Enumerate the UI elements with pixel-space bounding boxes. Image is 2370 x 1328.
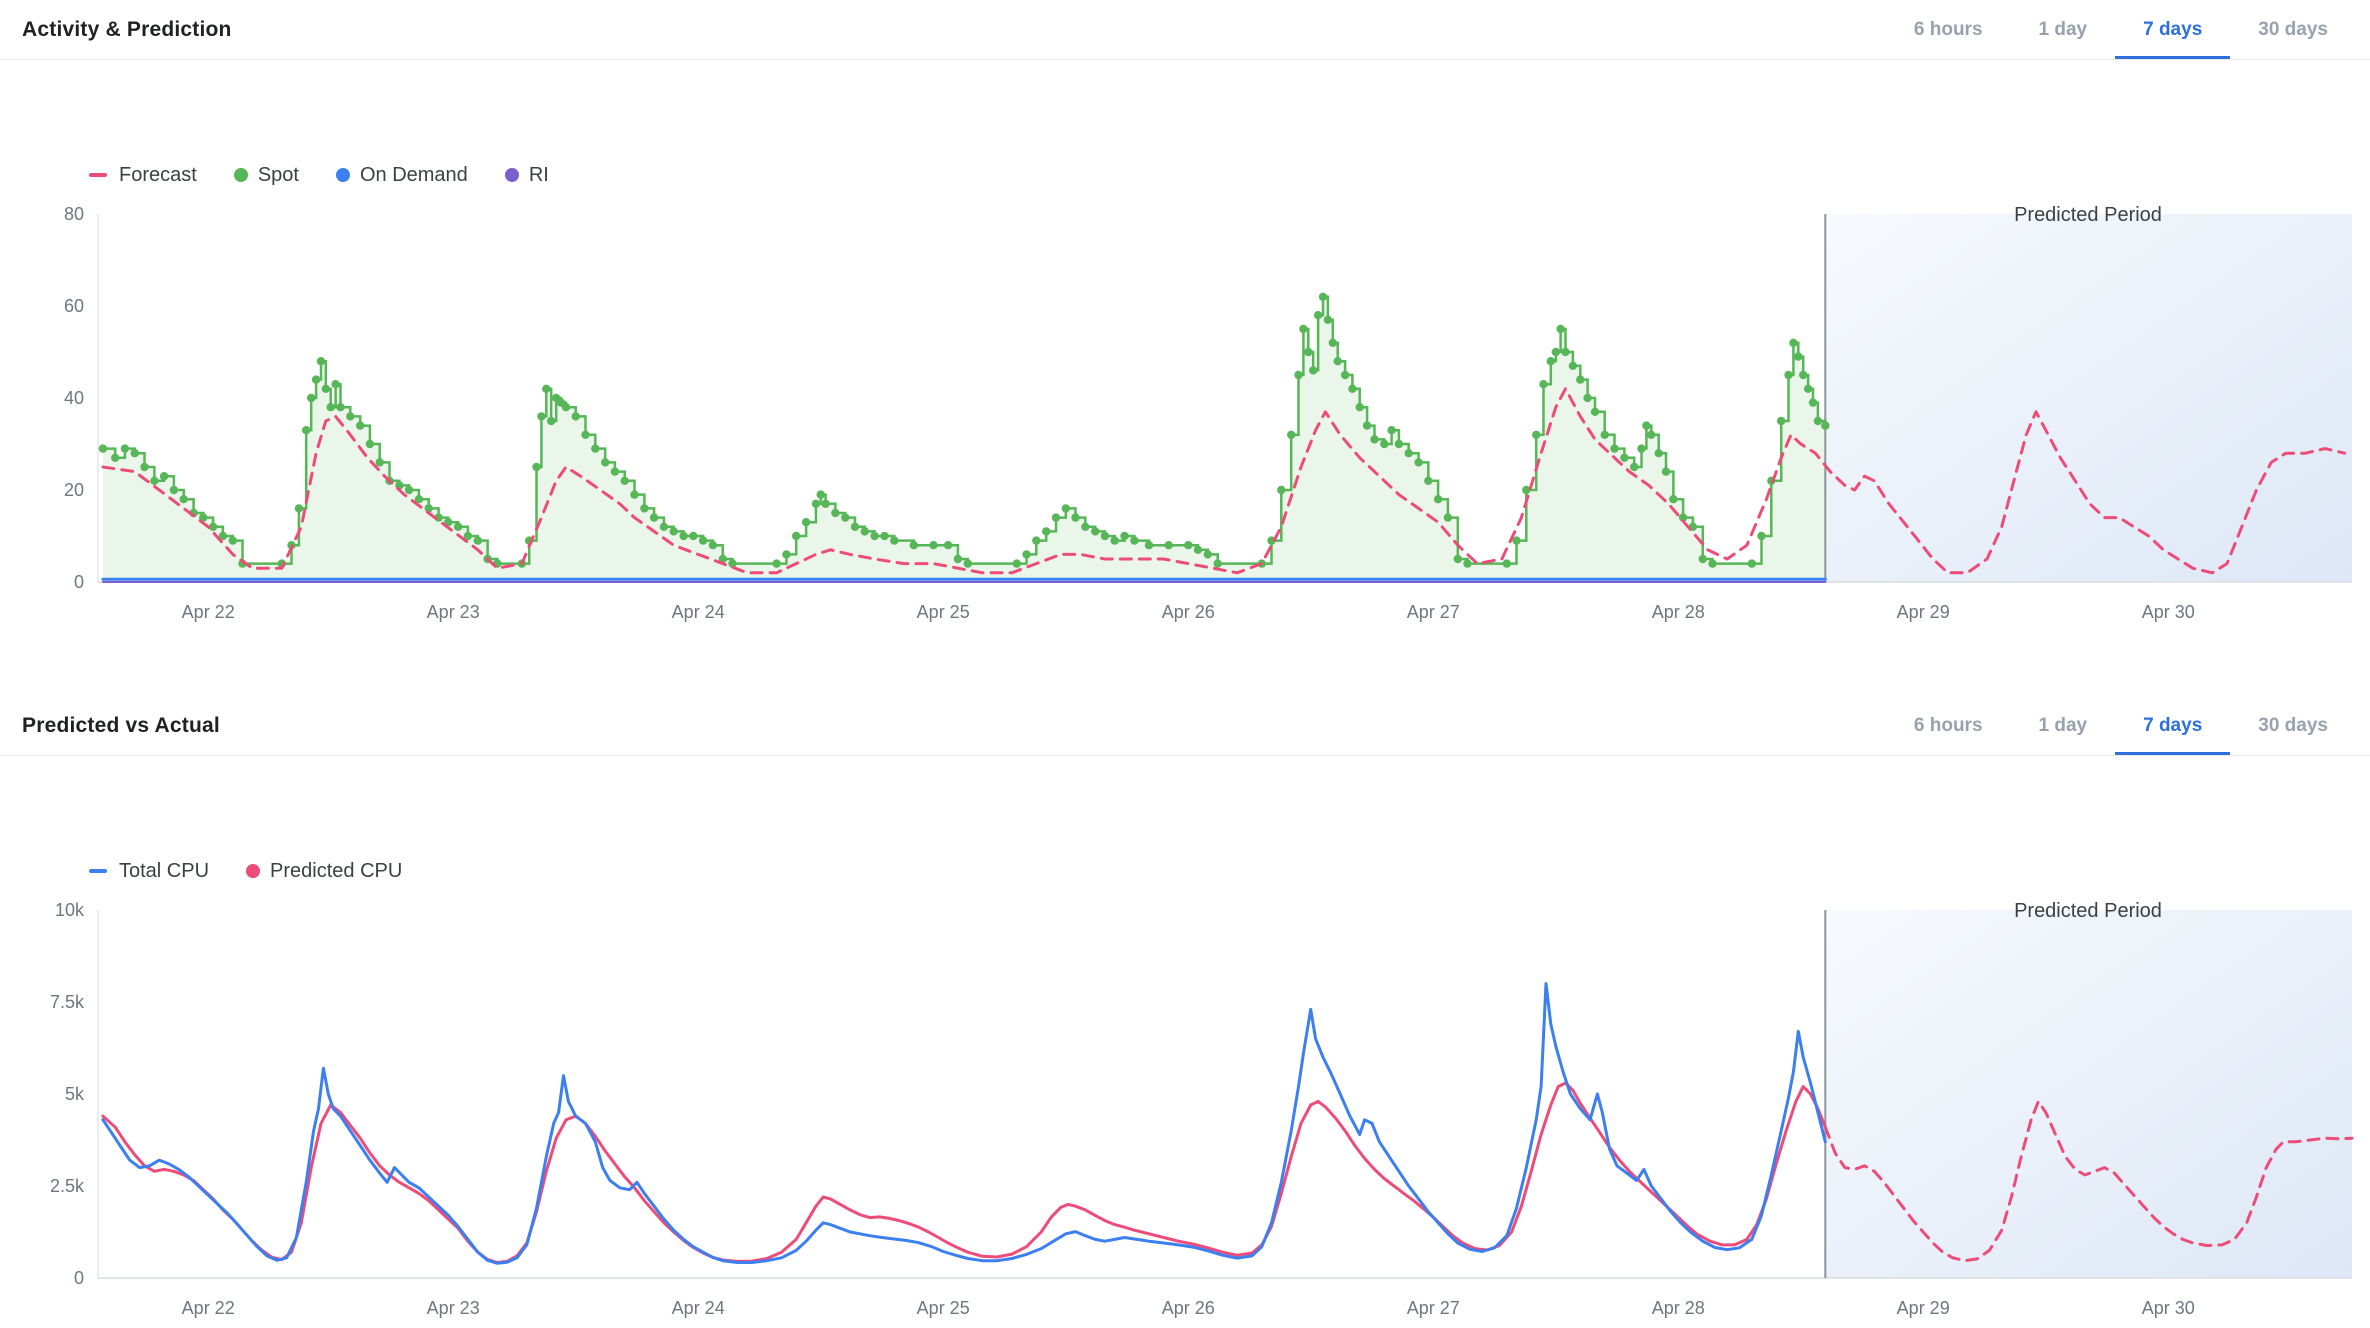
svg-text:10k: 10k xyxy=(55,900,85,920)
page-title: Activity & Prediction xyxy=(22,17,232,41)
legend-label: Forecast xyxy=(119,163,197,186)
svg-text:40: 40 xyxy=(64,388,84,408)
legend-label: On Demand xyxy=(359,163,468,186)
svg-text:60: 60 xyxy=(64,296,84,316)
dash-marker-icon xyxy=(89,869,107,873)
legend-label: Spot xyxy=(257,163,299,186)
svg-text:Apr 24: Apr 24 xyxy=(672,1298,725,1318)
legend-label: RI xyxy=(528,163,549,186)
svg-text:Apr 22: Apr 22 xyxy=(182,602,235,622)
predicted-period-label: Predicted Period xyxy=(2014,900,2162,922)
svg-text:80: 80 xyxy=(64,204,84,224)
cpu-chart-legend: Total CPU Predicted CPU xyxy=(88,856,2370,886)
dash-marker-icon xyxy=(89,173,107,177)
dot-marker-icon xyxy=(233,168,248,182)
time-range-tabs: 6 hours 1 day 7 days 30 days xyxy=(1886,0,2356,59)
time-range-tabs: 6 hours 1 day 7 days 30 days xyxy=(1886,696,2356,755)
svg-text:Apr 22: Apr 22 xyxy=(182,1298,235,1318)
legend-label: Total CPU xyxy=(119,859,210,882)
legend-item-spot[interactable]: Spot xyxy=(233,164,299,187)
predicted-panel-body: Predicted Period Total CPU Predicted CPU… xyxy=(0,856,2370,1326)
svg-text:20: 20 xyxy=(64,480,84,500)
svg-text:Apr 24: Apr 24 xyxy=(672,602,725,622)
activity-panel-header: Activity & Prediction 6 hours 1 day 7 da… xyxy=(0,0,2370,60)
svg-text:Apr 30: Apr 30 xyxy=(2142,602,2195,622)
panel-title: Predicted vs Actual xyxy=(22,713,220,737)
svg-text:Apr 29: Apr 29 xyxy=(1897,1298,1950,1318)
svg-text:Apr 28: Apr 28 xyxy=(1652,1298,1705,1318)
svg-text:Apr 23: Apr 23 xyxy=(427,1298,480,1318)
svg-text:2.5k: 2.5k xyxy=(50,1176,85,1196)
svg-text:Apr 29: Apr 29 xyxy=(1897,602,1950,622)
svg-text:Apr 25: Apr 25 xyxy=(917,1298,970,1318)
svg-text:Apr 27: Apr 27 xyxy=(1407,1298,1460,1318)
tab-7-days[interactable]: 7 days xyxy=(2115,696,2231,755)
svg-text:Apr 26: Apr 26 xyxy=(1162,1298,1215,1318)
tab-30-days[interactable]: 30 days xyxy=(2230,0,2356,59)
predicted-period-label: Predicted Period xyxy=(2014,204,2162,226)
svg-text:5k: 5k xyxy=(65,1084,85,1104)
legend-item-predicted-cpu[interactable]: Predicted CPU xyxy=(245,860,402,883)
legend-item-total-cpu[interactable]: Total CPU xyxy=(88,860,209,883)
legend-item-ri[interactable]: RI xyxy=(504,164,549,187)
predicted-panel-header: Predicted vs Actual 6 hours 1 day 7 days… xyxy=(0,696,2370,756)
activity-chart-legend: Forecast Spot On Demand RI xyxy=(88,160,2370,190)
legend-item-on-demand[interactable]: On Demand xyxy=(335,164,468,187)
legend-label: Predicted CPU xyxy=(270,859,403,882)
predicted-vs-actual-panel: Predicted vs Actual 6 hours 1 day 7 days… xyxy=(0,696,2370,1326)
activity-panel-body: Predicted Period Forecast Spot On Demand… xyxy=(0,160,2370,630)
tab-6-hours[interactable]: 6 hours xyxy=(1886,0,2011,59)
dot-marker-icon xyxy=(335,168,350,182)
svg-text:0: 0 xyxy=(74,572,84,592)
tab-30-days[interactable]: 30 days xyxy=(2230,696,2356,755)
tab-1-day[interactable]: 1 day xyxy=(2011,696,2116,755)
tab-7-days[interactable]: 7 days xyxy=(2115,0,2231,59)
svg-text:Apr 30: Apr 30 xyxy=(2142,1298,2195,1318)
svg-text:Apr 26: Apr 26 xyxy=(1162,602,1215,622)
dot-marker-icon xyxy=(246,864,261,878)
activity-prediction-panel: Activity & Prediction 6 hours 1 day 7 da… xyxy=(0,0,2370,630)
svg-text:Apr 27: Apr 27 xyxy=(1407,602,1460,622)
svg-text:Apr 23: Apr 23 xyxy=(427,602,480,622)
tab-1-day[interactable]: 1 day xyxy=(2011,0,2116,59)
tab-6-hours[interactable]: 6 hours xyxy=(1886,696,2011,755)
dot-marker-icon xyxy=(504,168,519,182)
legend-item-forecast[interactable]: Forecast xyxy=(88,164,197,187)
svg-text:0: 0 xyxy=(74,1268,84,1288)
svg-text:7.5k: 7.5k xyxy=(50,992,85,1012)
svg-text:Apr 25: Apr 25 xyxy=(917,602,970,622)
predicted-vs-actual-chart[interactable]: 0 2.5k 5k 7.5k 10k Apr 22 Apr 23 Apr 24 Apr 25 Ap… xyxy=(0,896,2370,1326)
activity-prediction-chart[interactable]: 0 20 40 60 80 Apr 22 Apr 23 Apr 24 Apr 25 Apr 26 A… xyxy=(0,200,2370,630)
svg-text:Apr 28: Apr 28 xyxy=(1652,602,1705,622)
